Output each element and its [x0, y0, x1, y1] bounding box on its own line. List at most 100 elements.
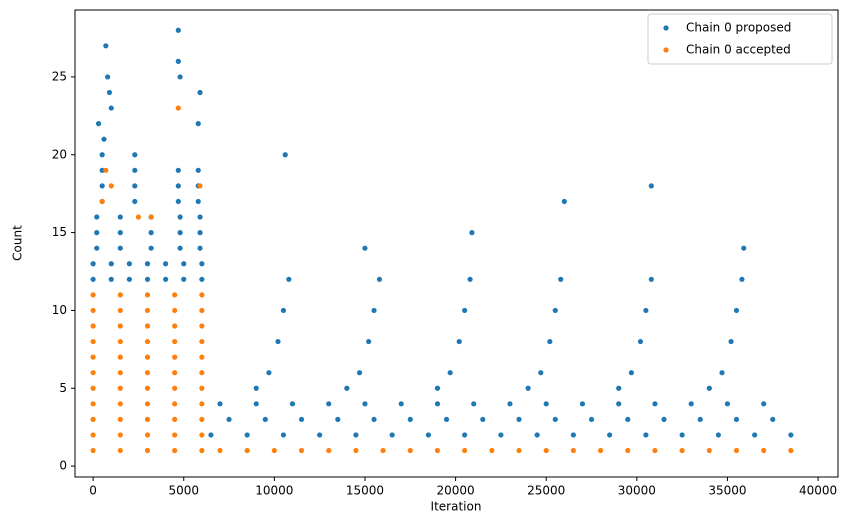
point	[177, 214, 183, 220]
y-tick-label: 25	[52, 69, 67, 83]
point	[172, 416, 178, 423]
point	[244, 432, 250, 438]
point	[95, 121, 102, 127]
point	[217, 401, 223, 407]
point	[126, 276, 132, 282]
point	[172, 292, 178, 298]
point	[280, 307, 287, 314]
point	[132, 152, 138, 158]
point	[117, 214, 123, 220]
point	[719, 370, 725, 376]
x-tick-label: 15000	[346, 484, 384, 498]
y-tick-label: 15	[52, 225, 67, 239]
point	[90, 276, 96, 282]
point	[90, 370, 96, 376]
point	[132, 198, 138, 205]
legend-box	[647, 13, 833, 65]
point	[172, 432, 178, 438]
point	[525, 385, 531, 391]
point	[101, 136, 107, 142]
point	[516, 416, 522, 423]
point	[117, 292, 123, 298]
point	[199, 385, 205, 391]
point	[199, 261, 205, 267]
point	[175, 167, 181, 173]
point	[625, 416, 631, 423]
point	[172, 338, 178, 345]
point	[570, 432, 576, 438]
point	[132, 167, 138, 173]
point	[90, 338, 96, 345]
point	[172, 323, 178, 329]
point	[570, 447, 576, 454]
point	[788, 432, 794, 438]
point	[195, 198, 201, 205]
point	[706, 447, 712, 454]
point	[117, 416, 123, 423]
plot-frame	[74, 9, 839, 478]
point	[163, 276, 169, 282]
point	[643, 307, 649, 314]
point	[407, 447, 413, 454]
point	[489, 447, 495, 454]
point	[788, 447, 794, 454]
y-tick-label: 20	[52, 147, 67, 161]
point	[244, 447, 250, 454]
point	[706, 385, 712, 391]
point	[144, 307, 151, 314]
point	[262, 416, 268, 423]
point	[679, 432, 685, 438]
point	[117, 323, 123, 329]
point	[637, 338, 644, 345]
point	[148, 214, 154, 220]
point	[652, 447, 658, 454]
point	[144, 276, 151, 282]
point	[99, 198, 105, 205]
point	[561, 198, 567, 205]
point	[434, 447, 441, 454]
point	[625, 447, 631, 454]
point	[197, 89, 203, 96]
x-axis-label: Iteration	[431, 500, 482, 514]
point	[199, 432, 205, 438]
point	[135, 214, 142, 220]
point	[480, 416, 486, 423]
point	[467, 276, 473, 282]
point	[534, 432, 540, 438]
point	[217, 447, 223, 454]
point	[356, 370, 363, 376]
point	[108, 183, 114, 189]
point	[335, 416, 341, 423]
point	[90, 354, 96, 360]
point	[724, 401, 731, 407]
point	[733, 307, 740, 314]
point	[94, 230, 100, 236]
point	[298, 416, 305, 423]
point	[197, 245, 203, 251]
point	[597, 447, 604, 454]
point	[108, 276, 114, 282]
point	[389, 432, 395, 438]
point	[770, 416, 776, 423]
point	[761, 401, 767, 407]
point	[616, 385, 622, 391]
point	[99, 152, 105, 158]
point	[144, 401, 151, 407]
point	[371, 416, 377, 423]
point	[117, 401, 123, 407]
point	[407, 416, 413, 423]
x-tick-label: 25000	[527, 484, 565, 498]
point	[547, 338, 553, 345]
point	[126, 261, 132, 267]
y-axis-label: Count	[11, 225, 25, 261]
point	[344, 385, 350, 391]
point	[447, 370, 453, 376]
point	[471, 401, 477, 407]
point	[733, 447, 740, 454]
point	[172, 370, 178, 376]
point	[197, 183, 203, 189]
legend-marker	[663, 25, 669, 31]
point	[289, 401, 296, 407]
point	[90, 323, 96, 329]
point	[197, 230, 203, 236]
